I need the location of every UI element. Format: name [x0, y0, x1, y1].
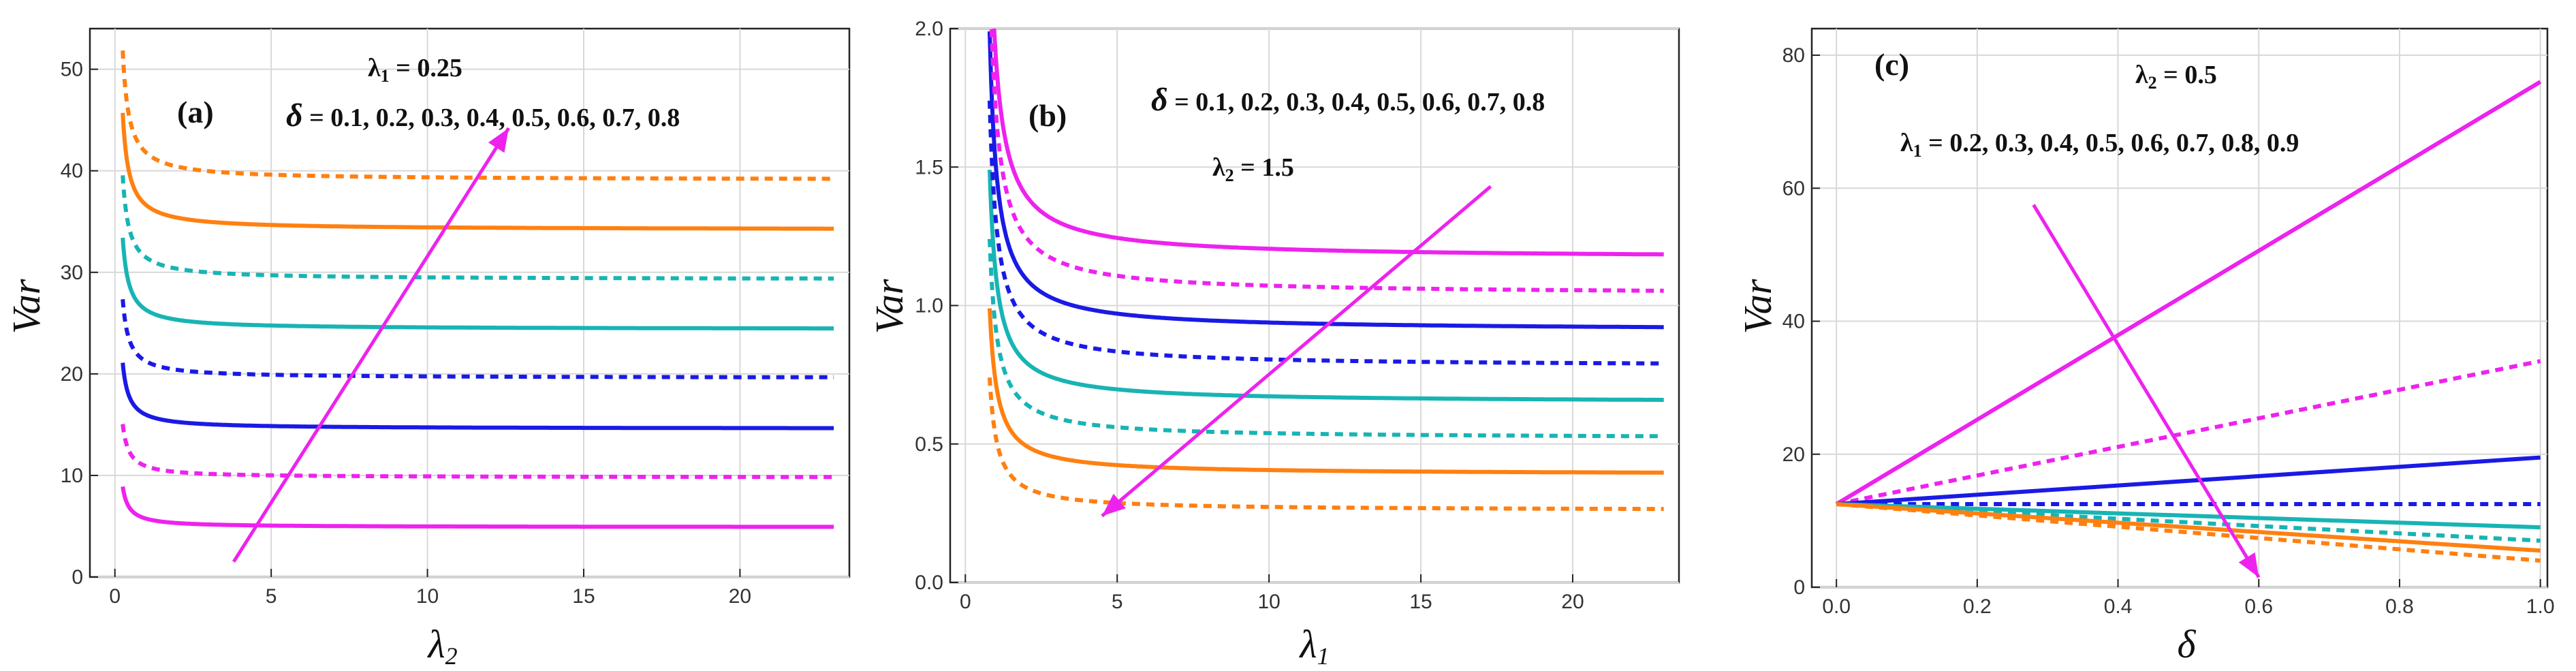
y-tick-label: 0.0: [915, 572, 943, 594]
axis-ticks: 0 5 10 15 20 0.0 0.5 1.0 1.5 2.0: [915, 18, 1584, 613]
y-tick-label: 50: [61, 59, 83, 81]
annotation-delta-values: δ = 0.1, 0.2, 0.3, 0.4, 0.5, 0.6, 0.7, 0…: [286, 97, 680, 134]
y-tick-label: 2.0: [915, 18, 943, 40]
x-tick-label: 5: [266, 585, 277, 608]
trend-arrow: [1101, 185, 1492, 518]
x-tick-label: 0.8: [2385, 595, 2414, 618]
arrow-shaft: [1101, 185, 1492, 518]
series-group: [988, 29, 1664, 512]
series-line-8: [1836, 502, 2541, 563]
panel-label: (c): [1874, 47, 1909, 82]
y-tick-label: 80: [1782, 44, 1805, 67]
grid: [1812, 29, 2547, 588]
series-line-4: [988, 170, 1664, 402]
x-axis-label: λ2: [426, 622, 457, 670]
arrow-shaft: [2032, 204, 2261, 578]
x-tick-label: 1.0: [2526, 595, 2555, 618]
series-line-3: [1836, 455, 2541, 506]
series-line-2: [121, 424, 834, 480]
panel-b: 0 5 10 15 20 0.0 0.5 1.0 1.5 2.0 λ1 Var (b) δ = 0…: [867, 18, 1680, 670]
x-tick-label: 0.6: [2244, 595, 2273, 618]
axis-ticks: 0 5 10 15 20 0 10 20 30 40 50: [61, 59, 751, 608]
grid: [90, 29, 849, 578]
annotation-lambda2: λ2 = 1.5: [1212, 153, 1294, 185]
series-line-6: [121, 175, 834, 281]
panel-label: (a): [177, 95, 214, 129]
series-line-5: [1836, 502, 2541, 530]
grid: [950, 28, 1679, 583]
panel-label: (b): [1028, 98, 1067, 133]
y-tick-label: 0: [72, 566, 83, 589]
series-group: [1835, 80, 2542, 563]
series-line-5: [121, 237, 834, 331]
series-line-7: [121, 112, 834, 231]
arrow-head: [1101, 493, 1126, 516]
x-tick-label: 20: [1561, 591, 1584, 613]
arrow-shaft: [232, 127, 510, 563]
y-tick-label: 10: [61, 465, 83, 487]
y-tick-label: 0: [1793, 576, 1805, 599]
y-tick-label: 20: [1782, 443, 1805, 466]
series-line-6: [988, 31, 1664, 330]
y-tick-label: 1.5: [915, 156, 943, 178]
x-tick-label: 15: [572, 585, 595, 608]
series-line-1: [988, 377, 1664, 512]
x-tick-label: 0: [109, 585, 121, 608]
y-axis-label: Var: [1735, 279, 1780, 334]
x-tick-label: 15: [1409, 591, 1432, 613]
annotation-lambda1: λ1 = 0.25: [368, 54, 462, 86]
series-group: [121, 50, 834, 529]
x-tick-label: 0.4: [2104, 595, 2133, 618]
x-tick-label: 0.2: [1963, 595, 1992, 618]
panel-c: 0.0 0.2 0.4 0.6 0.8 1.0 0 20 40 60 80 δ Var (c) λ2…: [1735, 27, 2555, 666]
annotation-delta-values: δ = 0.1, 0.2, 0.3, 0.4, 0.5, 0.6, 0.7, 0…: [1151, 82, 1545, 118]
series-line-2: [1836, 359, 2541, 506]
x-tick-label: 10: [416, 585, 439, 608]
y-axis-label: Var: [4, 279, 48, 334]
x-tick-label: 10: [1257, 591, 1280, 613]
series-line-1: [121, 486, 834, 529]
x-axis-label: δ: [2178, 622, 2197, 666]
x-tick-label: 0: [960, 591, 971, 613]
y-tick-label: 1.0: [915, 295, 943, 317]
y-tick-label: 40: [61, 160, 83, 183]
panel-a: 0 5 10 15 20 0 10 20 30 40 50 λ2 Var (a) λ1 = 0.25…: [4, 27, 851, 670]
series-line-8: [992, 29, 1664, 257]
annotation-lambda1-values: λ1 = 0.2, 0.3, 0.4, 0.5, 0.6, 0.7, 0.8, …: [1900, 129, 2299, 161]
y-tick-label: 40: [1782, 311, 1805, 333]
trend-arrow: [232, 127, 510, 563]
series-line-1: [1835, 80, 2542, 506]
series-line-3: [988, 238, 1664, 439]
y-tick-label: 30: [61, 262, 83, 284]
series-line-4: [121, 298, 834, 379]
series-line-3: [121, 362, 834, 431]
series-line-5: [988, 100, 1664, 366]
y-tick-label: 0.5: [915, 433, 943, 456]
x-tick-label: 5: [1112, 591, 1123, 613]
x-tick-label: 0.0: [1822, 595, 1851, 618]
axis-ticks: 0.0 0.2 0.4 0.6 0.8 1.0 0 20 40 60 80: [1782, 44, 2555, 618]
x-tick-label: 20: [729, 585, 751, 608]
trend-arrow: [2032, 204, 2261, 578]
y-tick-label: 60: [1782, 177, 1805, 200]
series-line-8: [121, 50, 834, 181]
y-tick-label: 20: [61, 363, 83, 386]
series-line-2: [988, 308, 1664, 475]
plot-frame: [1810, 27, 2549, 589]
arrow-head: [2238, 552, 2259, 578]
annotation-lambda2: λ2 = 0.5: [2135, 61, 2217, 93]
x-axis-label: λ1: [1298, 622, 1329, 670]
series-line-7: [989, 29, 1664, 293]
y-axis-label: Var: [867, 279, 911, 334]
arrow-head: [488, 128, 509, 153]
